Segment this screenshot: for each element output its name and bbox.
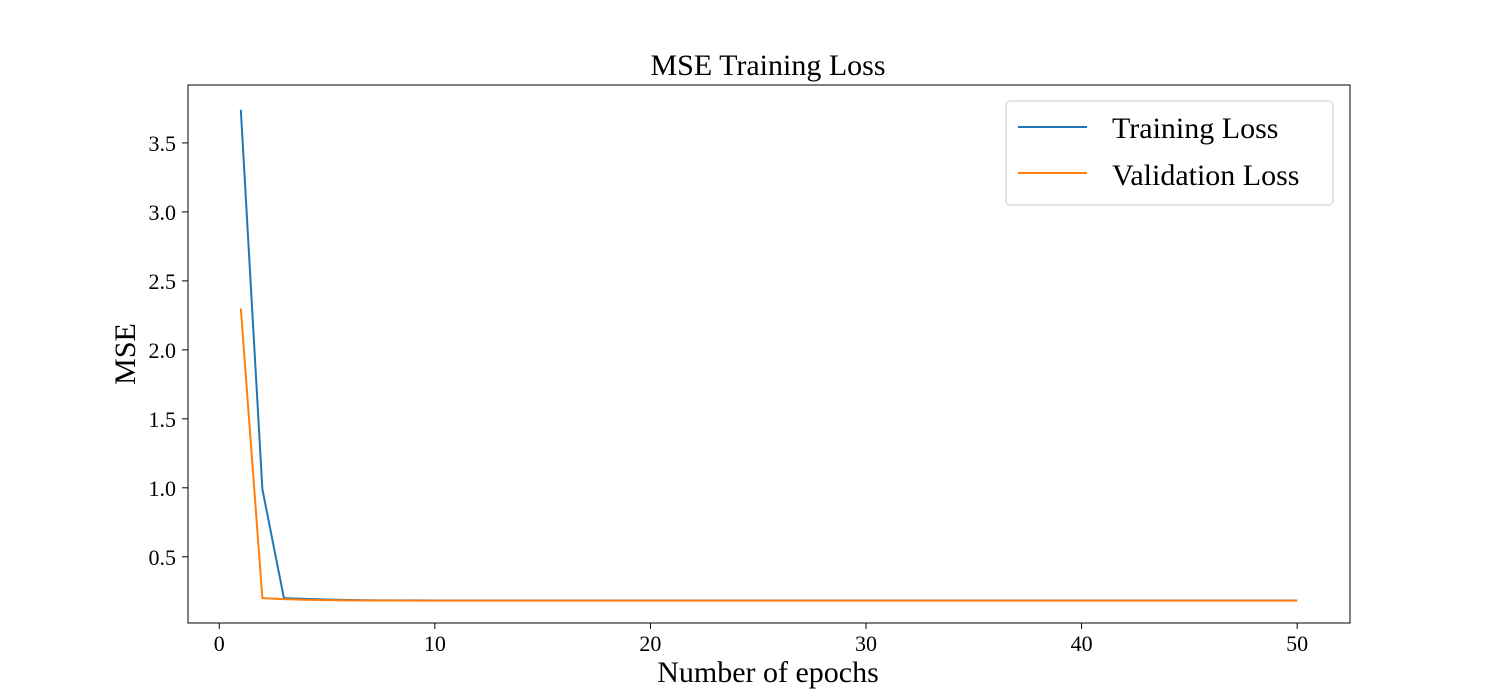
x-tick-label: 30 xyxy=(855,631,877,656)
x-tick-label: 20 xyxy=(639,631,661,656)
legend-box xyxy=(1005,100,1334,206)
y-axis-ticks: 0.5 1.0 1.5 2.0 2.5 3.0 3.5 xyxy=(149,131,188,570)
y-tick-label: 1.5 xyxy=(149,407,177,432)
y-tick-label: 2.5 xyxy=(149,269,177,294)
y-tick-label: 1.0 xyxy=(149,476,177,501)
legend-label-validation-loss: Validation Loss xyxy=(1112,159,1300,192)
legend-label-training-loss: Training Loss xyxy=(1112,112,1278,145)
x-tick-label: 40 xyxy=(1071,631,1093,656)
x-tick-label: 50 xyxy=(1286,631,1308,656)
y-tick-label: 3.5 xyxy=(149,131,177,156)
y-axis-label: MSE xyxy=(109,323,142,385)
y-tick-label: 2.0 xyxy=(149,338,177,363)
x-tick-label: 0 xyxy=(214,631,225,656)
y-tick-label: 3.0 xyxy=(149,200,177,225)
legend: Training Loss Validation Loss xyxy=(1005,100,1334,206)
series-layer xyxy=(239,109,1298,602)
x-axis-label: Number of epochs xyxy=(657,656,879,689)
x-axis-ticks: 0 10 20 30 40 50 xyxy=(214,623,1308,656)
series-line-validation-loss xyxy=(239,308,1298,602)
chart-title: MSE Training Loss xyxy=(650,49,885,82)
plot-area-frame xyxy=(187,84,1351,624)
y-tick-label: 0.5 xyxy=(149,545,177,570)
x-tick-label: 10 xyxy=(424,631,446,656)
